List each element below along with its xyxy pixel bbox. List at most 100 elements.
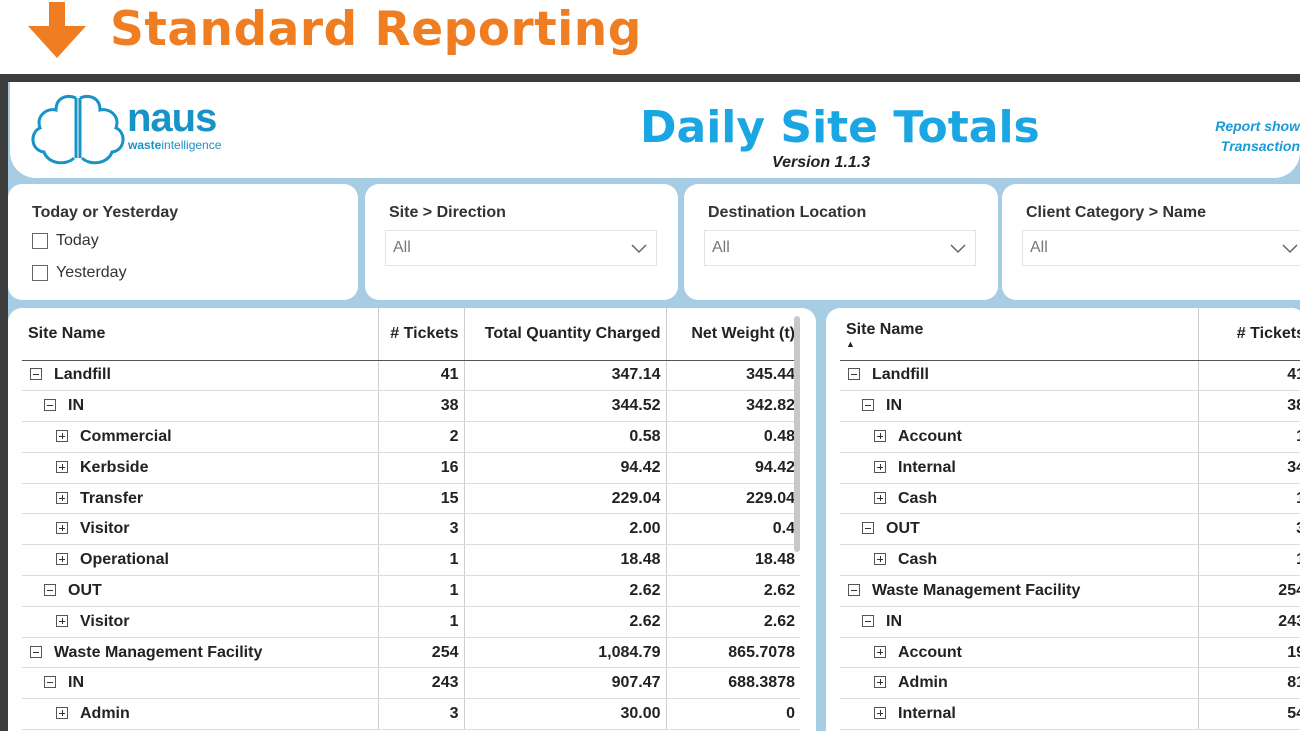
expand-icon[interactable] [874,553,886,566]
collapse-icon[interactable] [862,399,874,412]
table-row[interactable]: OUT 3 [840,513,1300,546]
expand-icon[interactable] [874,491,886,504]
row-label: Visitor [80,612,130,630]
collapse-icon[interactable] [44,399,56,412]
table-row[interactable]: Landfill 41 347.14 345.44 [22,360,800,392]
report-note-line2: Transaction [1220,138,1300,154]
expand-icon[interactable] [56,491,68,504]
expand-icon[interactable] [874,707,886,720]
client-category-select[interactable]: All [1022,230,1300,266]
collapse-icon[interactable] [862,522,874,535]
row-label: Transfer [80,489,144,507]
table-row[interactable]: Visitor 1 2.62 2.62 [22,606,800,638]
table-row[interactable]: Cash 1 [840,483,1300,515]
cell-tickets: 41 [377,360,464,392]
cell-qty: 94.42 [463,452,666,484]
expand-icon[interactable] [874,676,886,689]
cell-tickets: 16 [377,452,464,484]
expand-icon[interactable] [56,460,68,473]
report-frame: naus wasteintelligence Daily Site Totals… [0,74,1300,731]
row-name-cell: Internal [840,698,1198,731]
row-name-cell: Landfill [840,360,1198,392]
expand-icon[interactable] [874,429,886,442]
table-row[interactable]: OUT 1 2.62 2.62 [22,575,800,607]
table-row[interactable]: IN 243 907.47 688.3878 [22,667,800,700]
cell-tickets: 1 [1197,421,1300,453]
expand-icon[interactable] [56,553,68,566]
collapse-icon[interactable] [848,583,860,596]
row-name-cell: Account [840,637,1198,669]
expand-icon[interactable] [874,460,886,473]
table-row[interactable]: IN 38 344.52 342.82 [22,390,800,423]
table-row[interactable]: Visitor 3 2.00 0.4 [22,513,800,546]
cell-net: 0.4 [665,513,800,546]
table-row[interactable]: Account 19 [840,637,1300,669]
row-label: IN [886,397,902,415]
col-site-name[interactable]: Site Name ▲ [840,308,1198,361]
collapse-icon[interactable] [30,645,42,658]
table-row[interactable]: Waste Management Facility 254 [840,575,1300,607]
collapse-icon[interactable] [44,676,56,689]
checkbox[interactable] [32,233,48,249]
collapse-icon[interactable] [848,368,860,381]
banner: Standard Reporting [0,0,1300,74]
collapse-icon[interactable] [862,614,874,627]
table-row[interactable]: Admin 3 30.00 0 [22,698,800,731]
vertical-scrollbar[interactable] [794,316,800,552]
destination-location-select[interactable]: All [704,230,976,266]
row-name-cell: Account [840,421,1198,453]
cell-tickets: 243 [1197,606,1300,638]
col-total-quantity[interactable]: Total Quantity Charged [463,308,666,361]
row-label: Commercial [80,427,172,445]
cell-qty: 344.52 [463,390,666,423]
cell-tickets: 1 [377,544,464,577]
cell-qty: 347.14 [463,360,666,392]
table-row[interactable]: Internal 54 [840,698,1300,731]
col-net-weight[interactable]: Net Weight (t) [665,308,800,361]
collapse-icon[interactable] [30,368,42,381]
option-today[interactable]: Today [32,232,99,250]
table-row[interactable]: Transfer 15 229.04 229.04 [22,483,800,515]
site-direction-select[interactable]: All [385,230,657,266]
table-row[interactable]: Operational 1 18.48 18.48 [22,544,800,577]
filter-destination-location: Destination Location All [684,184,998,300]
expand-icon[interactable] [56,429,68,442]
table-row[interactable]: Internal 34 [840,452,1300,484]
select-value: All [1030,239,1048,256]
cell-tickets: 41 [1197,360,1300,392]
cell-net: 0 [665,698,800,731]
cell-tickets: 3 [1197,513,1300,546]
checkbox[interactable] [32,265,48,281]
table-row[interactable]: Commercial 2 0.58 0.48 [22,421,800,453]
logo-wordmark: naus [127,96,217,140]
table-row[interactable]: Cash 1 [840,544,1300,577]
option-yesterday[interactable]: Yesterday [32,264,127,282]
col-tickets[interactable]: # Tickets [1197,308,1300,361]
row-name-cell: Internal [840,452,1198,484]
filter-title: Today or Yesterday [32,204,179,221]
expand-icon[interactable] [874,645,886,658]
expand-icon[interactable] [56,522,68,535]
expand-icon[interactable] [56,707,68,720]
table-row[interactable]: Landfill 41 [840,360,1300,392]
row-name-cell: Visitor [22,606,378,638]
row-name-cell: IN [22,667,378,700]
table-row[interactable]: IN 38 [840,390,1300,423]
cell-tickets: 1 [1197,544,1300,577]
cell-tickets: 34 [1197,452,1300,484]
table-row[interactable]: Waste Management Facility 254 1,084.79 865.… [22,637,800,669]
table-row[interactable]: Kerbside 16 94.42 94.42 [22,452,800,484]
expand-icon[interactable] [56,614,68,627]
table-row[interactable]: Account 1 [840,421,1300,453]
col-site-name[interactable]: Site Name [22,308,378,361]
select-value: All [393,239,411,256]
logo-tagline-bold: waste [128,138,162,152]
cell-qty: 2.62 [463,575,666,607]
table-row[interactable]: IN 243 [840,606,1300,638]
row-name-cell: Admin [840,667,1198,700]
collapse-icon[interactable] [44,583,56,596]
col-tickets[interactable]: # Tickets [377,308,464,361]
table-row[interactable]: Admin 81 [840,667,1300,700]
cell-net: 94.42 [665,452,800,484]
cell-tickets: 15 [377,483,464,515]
